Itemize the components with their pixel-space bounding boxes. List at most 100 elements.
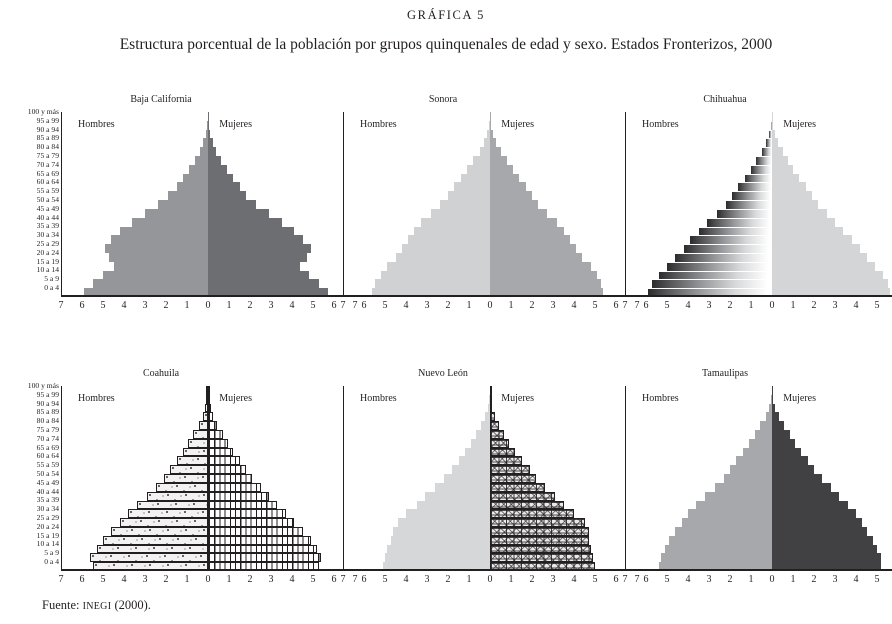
- bar-row: [61, 200, 355, 209]
- bar-women: [208, 438, 228, 448]
- bar-row: [625, 129, 892, 139]
- age-group-label: 90 a 94: [36, 124, 59, 134]
- bar-men: [487, 403, 490, 413]
- bar-women: [772, 244, 861, 253]
- bar-row: [625, 138, 892, 148]
- plot-area-baja-california: [61, 112, 355, 297]
- bar-men: [435, 482, 490, 492]
- bar-men: [715, 482, 772, 492]
- bar-men: [205, 403, 208, 413]
- x-tick-label: 6: [613, 574, 619, 585]
- bar-men: [648, 288, 772, 297]
- bar-row: [343, 120, 637, 130]
- x-tick-label: 5: [100, 574, 106, 585]
- x-tick-label: 3: [268, 574, 274, 585]
- bar-men: [683, 244, 772, 253]
- x-tick-label: 1: [748, 574, 754, 585]
- x-tick-label: 4: [853, 300, 859, 311]
- bar-women: [208, 421, 218, 431]
- bar-row: [343, 491, 637, 501]
- bar-row: [61, 226, 355, 236]
- x-axis-line: [343, 295, 637, 297]
- bar-women: [772, 509, 856, 519]
- pyramid-chihuahua: ChihuahuaHombresMujeres765432101234567: [582, 94, 892, 319]
- bar-row: [61, 270, 355, 280]
- x-tick-label: 7: [340, 300, 346, 311]
- bar-row: [61, 412, 355, 422]
- bar-row: [343, 129, 637, 139]
- bar-men: [452, 465, 490, 475]
- x-tick-label: 1: [748, 300, 754, 311]
- bar-women: [772, 200, 819, 209]
- age-group-label: 45 a 49: [36, 203, 59, 213]
- bar-men: [387, 261, 490, 271]
- x-tick-label: 3: [706, 300, 712, 311]
- age-group-label: 85 a 89: [36, 133, 59, 143]
- x-tick-label: 4: [121, 574, 127, 585]
- bar-women: [208, 138, 213, 148]
- bar-men: [658, 270, 772, 280]
- bar-row: [343, 191, 637, 201]
- bar-women: [490, 421, 499, 431]
- bar-men: [170, 465, 208, 475]
- bar-women: [772, 500, 848, 510]
- bar-row: [625, 421, 892, 431]
- bar-row: [61, 500, 355, 510]
- x-tick-label: 6: [331, 574, 337, 585]
- bar-row: [625, 535, 892, 545]
- bar-men: [742, 447, 772, 457]
- bar-women: [490, 394, 492, 404]
- x-tick-label: 1: [226, 300, 232, 311]
- x-tick-label: 4: [289, 574, 295, 585]
- bar-row: [61, 421, 355, 431]
- age-group-label: 50 a 54: [36, 194, 59, 204]
- bar-women: [772, 173, 800, 183]
- x-tick-label: 7: [352, 300, 358, 311]
- age-group-labels: 100 y más 95 a 99 90 a 94 85 a 89 80 a 84 75 …: [0, 107, 59, 293]
- bar-women: [772, 394, 774, 404]
- age-group-label: 75 a 79: [36, 150, 59, 160]
- bar-women: [490, 518, 585, 527]
- bar-men: [111, 235, 208, 245]
- bar-women: [490, 403, 493, 413]
- bar-row: [343, 173, 637, 183]
- bar-men: [466, 164, 490, 174]
- age-group-label: 60 a 64: [36, 177, 59, 187]
- x-tick-label: 4: [685, 300, 691, 311]
- x-tick-label: 6: [79, 574, 85, 585]
- y-axis-line: [625, 112, 627, 297]
- bar-men: [119, 226, 208, 236]
- bar-women: [208, 279, 320, 289]
- x-tick-label: 2: [247, 574, 253, 585]
- bar-row: [343, 244, 637, 253]
- bar-row: [61, 518, 355, 527]
- bar-row: [625, 412, 892, 422]
- bar-men: [84, 288, 208, 297]
- x-tick-label: 3: [142, 574, 148, 585]
- x-tick-label: 6: [613, 300, 619, 311]
- bar-row: [343, 270, 637, 280]
- age-group-label: 70 a 74: [36, 433, 59, 443]
- bar-row: [343, 474, 637, 483]
- source-agency: INEGI: [82, 601, 112, 612]
- x-tick-label: 2: [727, 574, 733, 585]
- bar-women: [208, 526, 303, 536]
- bar-women: [772, 465, 814, 475]
- bar-women: [208, 156, 221, 165]
- age-group-label: 95 a 99: [36, 115, 59, 125]
- age-group-label: 25 a 29: [36, 238, 59, 248]
- bar-women: [772, 138, 779, 148]
- x-tick-label: 7: [58, 300, 64, 311]
- age-group-label: 40 a 44: [36, 486, 59, 496]
- bar-men: [448, 191, 490, 201]
- bar-row: [625, 438, 892, 448]
- bar-men: [660, 553, 772, 563]
- bar-men: [756, 156, 772, 165]
- bar-men: [768, 129, 772, 139]
- bar-row: [61, 261, 355, 271]
- source-label: Fuente:: [42, 598, 80, 612]
- bar-men: [420, 217, 490, 227]
- bar-men: [761, 147, 772, 157]
- bar-men: [205, 129, 208, 139]
